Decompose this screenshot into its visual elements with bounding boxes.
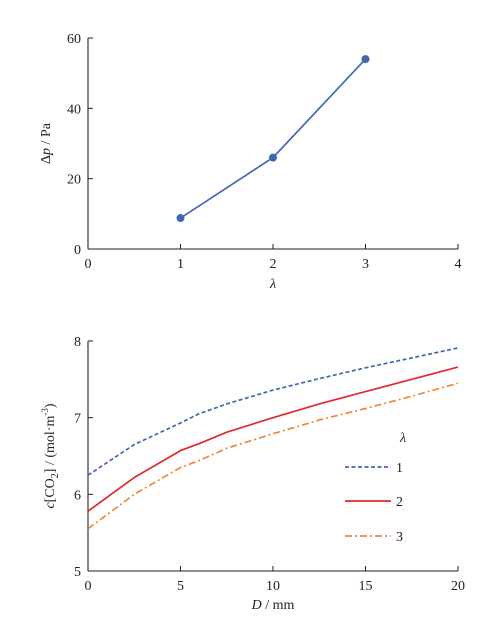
chart2-y-label-sub: 2 [50, 473, 61, 478]
chart2-y-tick-label: 5 [74, 565, 81, 580]
chart1-axes [87, 38, 458, 250]
chart2-x-label-unit: / mm [262, 598, 295, 613]
chart1-y-tick-label: 0 [74, 243, 81, 258]
legend-label-3: 3 [396, 530, 403, 545]
chart2-x-tick-label: 5 [177, 579, 184, 594]
chart1-series-line-1 [180, 58, 367, 219]
chart2-y-tick-label: 7 [74, 412, 81, 427]
legend-label-1: 1 [396, 461, 403, 476]
chart2-y-tick-label: 8 [74, 335, 81, 350]
chart1-x-tick-label: 4 [455, 257, 462, 272]
chart2-y-label-sup: -3 [40, 408, 50, 416]
chart2-x-axis-label: D / mm [251, 598, 295, 613]
chart1-x-tick-label: 1 [177, 257, 184, 272]
chart1-y-tick-label: 20 [67, 173, 81, 188]
chart2-legend: λ 1 2 3 [345, 431, 406, 545]
chart2-y-label-end: ) [43, 403, 58, 408]
legend-title: λ [399, 431, 406, 446]
chart2-series-line-2 [87, 366, 459, 512]
chart1-y-axis-label: Δp / Pa [39, 122, 54, 164]
chart1-series [176, 55, 370, 223]
chart1-data-point [269, 153, 277, 162]
chart1-y-label-prefix: Δ [39, 155, 54, 164]
chart1-y-label-var: p [39, 148, 54, 156]
chart2-y-label-var: c [43, 502, 58, 509]
chart2-x-label-var: D [251, 598, 262, 613]
chart1-x-axis-label: λ [269, 277, 276, 292]
chart1-y-tick-label: 40 [67, 102, 81, 117]
chart1-x-tick-label: 2 [270, 257, 277, 272]
chart2-series [87, 347, 459, 530]
chart2-x-tick-label: 0 [85, 579, 92, 594]
chart1-y-label-unit: / Pa [39, 122, 54, 148]
chart1-x-tick-label: 3 [362, 257, 369, 272]
chart1-data-point [176, 214, 185, 223]
chart1-y-tick-label: 60 [67, 32, 81, 47]
chart2-x-tick-label: 10 [266, 579, 280, 594]
chart2-y-label-mid: [CO [43, 478, 58, 502]
chart2-y-tick-label: 6 [74, 488, 81, 503]
chart2-series-line-3 [87, 382, 459, 530]
chart2-x-tick-label: 20 [451, 579, 465, 594]
chart2-y-label-unit: ] / (mol·m [43, 416, 58, 474]
chart2-x-tick-label: 15 [359, 579, 373, 594]
chart1-data-point [361, 55, 370, 64]
chart2-y-axis-label: c[CO2] / (mol·m-3) [40, 403, 61, 508]
chart1-x-tick-label: 0 [85, 257, 92, 272]
chart2-series-line-1 [87, 347, 459, 476]
legend-label-2: 2 [396, 495, 403, 510]
